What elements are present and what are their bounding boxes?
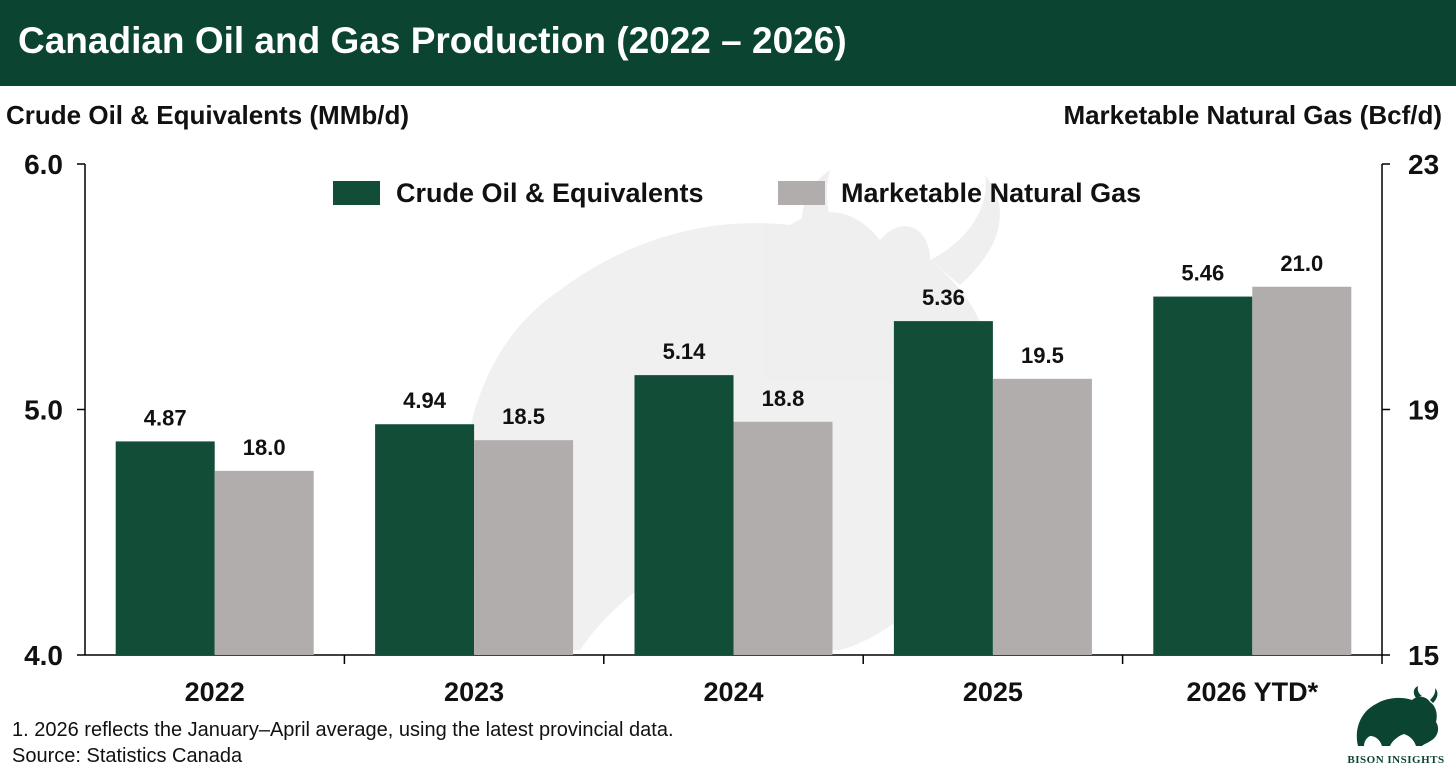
legend-swatch-crude-oil: [333, 181, 380, 205]
crude-oil-bar: [115, 441, 215, 655]
right-axis-title: Marketable Natural Gas (Bcf/d): [1063, 100, 1442, 130]
bars: 4.87 18.0 4.94 18.5 5.14 18.8 5.36 19.5 5.46 21.0: [115, 251, 1352, 655]
bison-insights-logo: BISON INSIGHTS: [1346, 686, 1446, 772]
right-tick-label: 23: [1408, 149, 1439, 180]
left-axis-title: Crude Oil & Equivalents (MMb/d): [6, 100, 410, 130]
crude-oil-bar: [1153, 296, 1253, 655]
left-tick-label: 5.0: [24, 395, 63, 426]
legend-label-crude-oil: Crude Oil & Equivalents: [396, 178, 704, 208]
legend: Crude Oil & Equivalents Marketable Natura…: [333, 178, 1141, 208]
natural-gas-data-label: 19.5: [1021, 343, 1064, 368]
natural-gas-bar: [1252, 286, 1352, 655]
natural-gas-data-label: 21.0: [1280, 251, 1323, 276]
crude-oil-data-label: 5.46: [1181, 261, 1224, 286]
title-banner: Canadian Oil and Gas Production (2022 – …: [0, 0, 1456, 86]
crude-oil-bar: [893, 321, 993, 655]
category-label: 2025: [963, 677, 1023, 707]
crude-oil-bar: [634, 375, 734, 655]
source-note: Source: Statistics Canada: [12, 745, 243, 767]
category-label: 2024: [703, 677, 763, 707]
bison-icon: [1356, 686, 1439, 746]
natural-gas-bar: [992, 378, 1092, 655]
crude-oil-data-label: 4.94: [403, 388, 447, 413]
right-tick-label: 19: [1408, 395, 1439, 426]
category-label: 2022: [185, 677, 245, 707]
natural-gas-bar: [733, 421, 833, 655]
crude-oil-data-label: 5.36: [922, 285, 965, 310]
right-tick-label: 15: [1408, 640, 1439, 671]
category-label: 2026 YTD*: [1187, 677, 1319, 707]
natural-gas-bar: [214, 470, 314, 655]
natural-gas-data-label: 18.8: [762, 386, 805, 411]
logo-text: BISON INSIGHTS: [1347, 754, 1445, 766]
legend-swatch-natural-gas: [778, 181, 825, 205]
left-tick-label: 4.0: [24, 640, 63, 671]
category-label: 2023: [444, 677, 504, 707]
crude-oil-data-label: 5.14: [663, 339, 707, 364]
left-tick-label: 6.0: [24, 149, 63, 180]
footnote: 1. 2026 reflects the January–April avera…: [12, 719, 674, 741]
crude-oil-bar: [375, 424, 475, 655]
legend-label-natural-gas: Marketable Natural Gas: [841, 178, 1141, 208]
natural-gas-bar: [474, 440, 574, 655]
natural-gas-data-label: 18.5: [502, 404, 545, 429]
natural-gas-data-label: 18.0: [243, 435, 286, 460]
crude-oil-data-label: 4.87: [144, 405, 187, 430]
chart-title: Canadian Oil and Gas Production (2022 – …: [18, 20, 847, 61]
